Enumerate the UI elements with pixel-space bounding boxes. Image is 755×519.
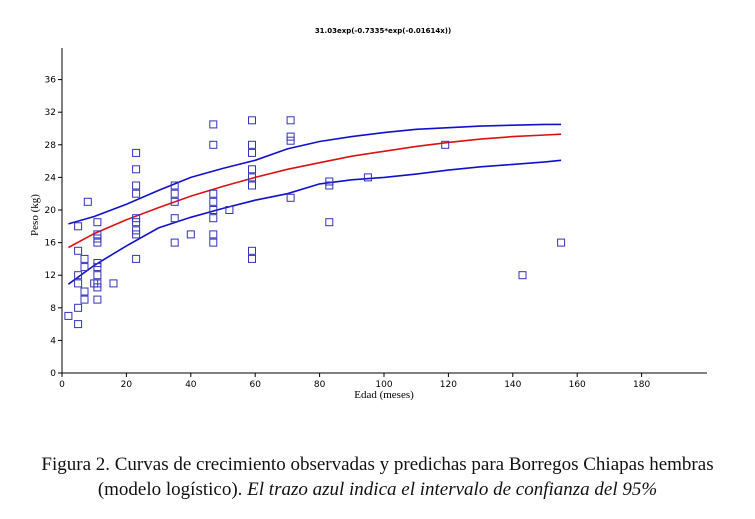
caption-line-2-italic: El trazo azul indica el intervalo de con…: [247, 479, 658, 500]
data-point: [170, 238, 179, 247]
x-tick-label: 120: [440, 380, 457, 390]
x-tick-label: 40: [185, 380, 197, 390]
data-point: [248, 254, 256, 263]
data-point: [518, 271, 527, 280]
x-tick-label: 60: [249, 380, 261, 390]
data-point: [93, 238, 102, 247]
x-tick-label: 0: [59, 380, 65, 390]
data-point: [74, 271, 83, 280]
data-point: [248, 173, 256, 182]
data-point: [209, 206, 218, 214]
data-point: [132, 214, 141, 223]
y-tick-label: 16: [45, 239, 57, 249]
data-point: [80, 254, 89, 263]
data-points: [64, 116, 566, 329]
data-point: [132, 226, 141, 235]
data-point: [170, 214, 179, 223]
data-point: [209, 120, 218, 129]
chart-title: 31.03exp(-0.7335*exp(-0.01614x)): [315, 27, 451, 35]
data-point: [93, 271, 102, 280]
data-point: [132, 189, 141, 198]
data-point: [93, 259, 102, 267]
data-point: [325, 177, 334, 186]
lower-ci-curve: [67, 159, 562, 285]
data-point: [286, 193, 295, 202]
data-point: [109, 279, 118, 288]
data-point: [248, 140, 256, 149]
caption-line-2: (modelo logístico). El trazo azul indica…: [0, 477, 755, 502]
data-point: [93, 234, 102, 243]
data-point: [557, 238, 566, 247]
data-point: [80, 263, 89, 272]
y-tick-label: 28: [45, 141, 57, 151]
data-point: [132, 254, 141, 263]
data-point: [209, 197, 218, 206]
x-tick-label: 20: [121, 380, 133, 390]
caption-line-1: Figura 2. Curvas de crecimiento observad…: [41, 454, 714, 475]
data-point: [325, 218, 334, 227]
y-tick-label: 24: [45, 173, 57, 183]
data-point: [74, 246, 83, 255]
y-axis-label: Peso (kg): [29, 194, 41, 236]
data-point: [248, 246, 256, 255]
growth-chart: 31.03exp(-0.7335*exp(-0.01614x)) 0 20 40 60…: [29, 27, 707, 401]
data-point: [132, 148, 141, 157]
data-point: [93, 263, 102, 272]
data-point: [248, 148, 256, 157]
fitted-curve: [68, 133, 562, 249]
data-point: [170, 181, 179, 190]
data-point: [248, 181, 256, 190]
x-axis-label: Edad (meses): [354, 389, 414, 401]
x-tick-label: 160: [569, 380, 586, 390]
data-point: [80, 295, 89, 304]
data-point: [209, 140, 218, 149]
data-point: [248, 165, 256, 174]
data-point: [93, 295, 102, 304]
data-point: [80, 287, 89, 296]
data-point: [225, 206, 234, 214]
data-point: [93, 230, 102, 239]
y-tick-label: 36: [45, 76, 57, 86]
y-tick-label: 4: [50, 336, 56, 346]
x-tick-label: 100: [375, 380, 392, 390]
data-point: [132, 181, 141, 190]
y-tick-label: 20: [45, 206, 57, 216]
data-point: [186, 230, 195, 239]
upper-ci-curve: [68, 123, 562, 225]
data-point: [286, 136, 295, 145]
caption-line-2-normal: (modelo logístico).: [97, 479, 248, 500]
data-point: [93, 218, 102, 227]
curves: [67, 123, 562, 285]
data-point: [209, 189, 218, 198]
data-point: [132, 165, 141, 174]
data-point: [441, 140, 450, 149]
data-point: [83, 197, 92, 206]
data-point: [248, 116, 256, 125]
data-point: [74, 222, 83, 231]
data-point: [286, 116, 295, 125]
data-point: [74, 303, 83, 312]
x-tick-label: 140: [504, 380, 521, 390]
data-point: [74, 320, 83, 329]
data-point: [209, 214, 218, 223]
x-tick-label: 80: [314, 380, 326, 390]
data-point: [170, 197, 179, 206]
figure-caption: Figura 2. Curvas de crecimiento observad…: [0, 452, 755, 502]
x-tick-label: 180: [633, 380, 650, 390]
data-point: [209, 238, 218, 247]
axes: 0 20 40 60 80 100 120 140 160 180 0 4 8 12 16 20 24 28 32 3…: [45, 48, 707, 390]
y-tick-label: 32: [45, 108, 56, 118]
y-tick-label: 0: [50, 369, 56, 379]
y-tick-label: 12: [45, 271, 56, 281]
data-point: [64, 311, 73, 320]
y-tick-label: 8: [50, 304, 56, 314]
data-point: [74, 279, 83, 288]
data-point: [93, 279, 102, 288]
data-point: [170, 189, 179, 198]
data-point: [363, 173, 372, 182]
data-point: [209, 230, 218, 239]
data-point: [286, 132, 295, 141]
